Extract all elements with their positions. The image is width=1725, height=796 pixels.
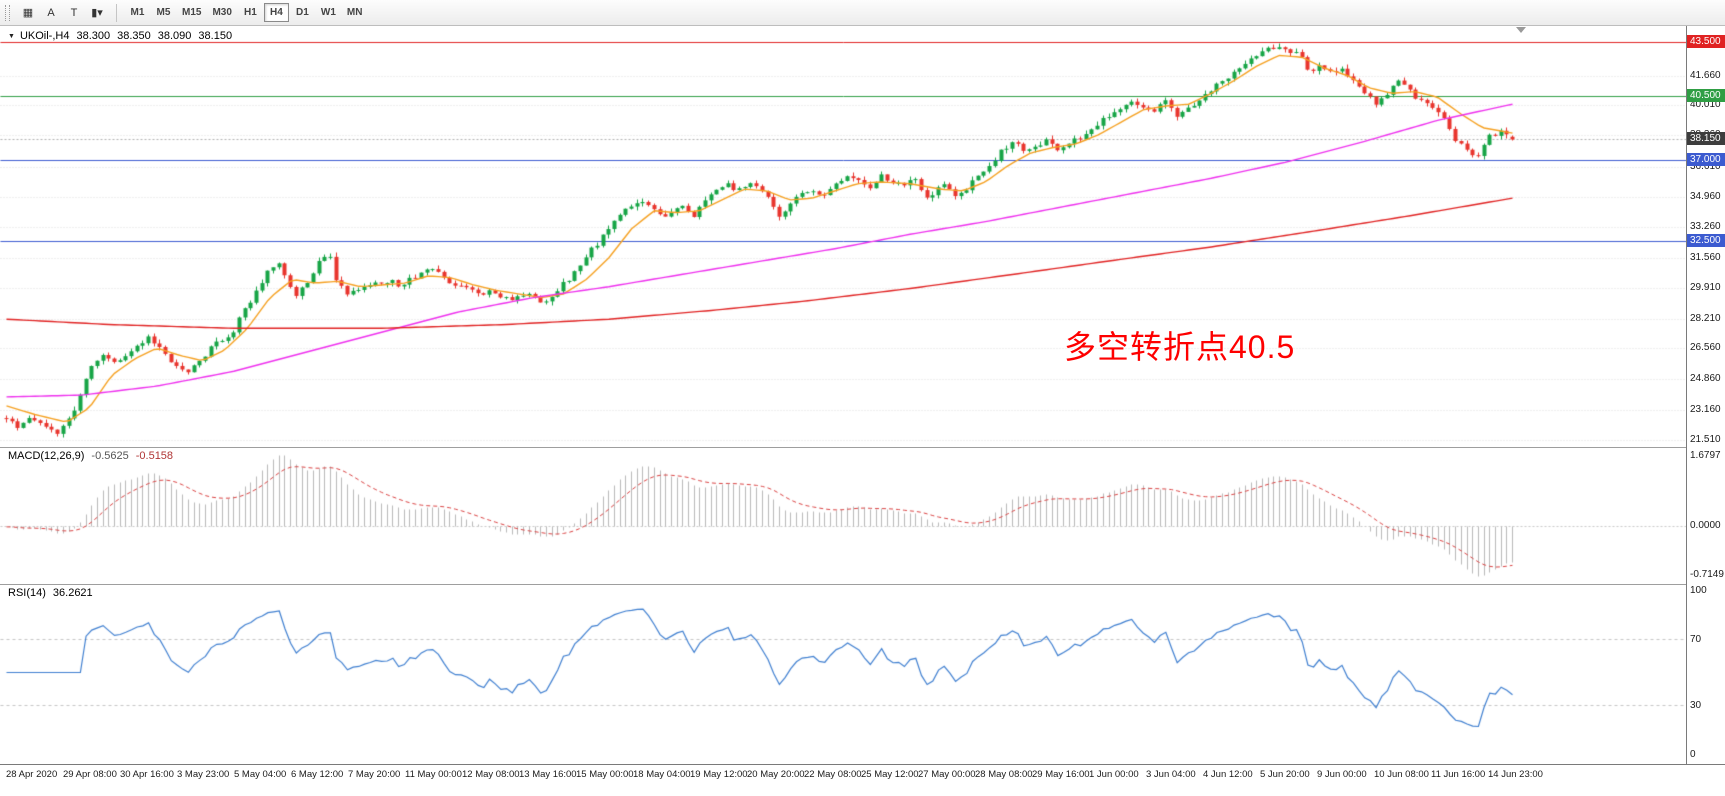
time-axis-label: 5 May 04:00	[234, 769, 287, 780]
candles-dropdown-icon: ▮▾	[91, 7, 103, 19]
price-tick-label: 33.260	[1690, 221, 1721, 233]
time-axis-label: 4 Jun 12:00	[1203, 769, 1253, 780]
rsi-name: RSI(14)	[8, 587, 46, 599]
time-axis-label: 5 Jun 20:00	[1260, 769, 1310, 780]
timeframe-h1-button[interactable]: H1	[238, 3, 263, 22]
time-axis-label: 13 May 16:00	[519, 769, 577, 780]
time-axis-label: 29 Apr 08:00	[63, 769, 117, 780]
price-tick-label: 29.910	[1690, 281, 1721, 293]
time-axis-label: 18 May 04:00	[633, 769, 691, 780]
timeframe-d1-button[interactable]: D1	[290, 3, 315, 22]
toolbar-buttons: ▦ A T ▮▾	[17, 3, 108, 23]
price-chart-canvas[interactable]	[0, 26, 1686, 447]
timeframe-w1-button[interactable]: W1	[316, 3, 341, 22]
price-level-badge: 40.500	[1687, 89, 1725, 103]
close-value: 38.150	[198, 30, 233, 42]
toolbar-separator	[116, 3, 117, 22]
rsi-axis-label: 70	[1690, 634, 1702, 646]
time-axis-label: 3 Jun 04:00	[1146, 769, 1196, 780]
price-tick-label: 36.610	[1690, 160, 1721, 172]
price-level-badge: 32.500	[1687, 234, 1725, 248]
current-price-badge: 38.150	[1687, 131, 1725, 145]
cursor-button[interactable]: A	[40, 3, 62, 23]
time-axis-label: 12 May 08:00	[462, 769, 520, 780]
price-tick-label: 34.960	[1690, 190, 1721, 202]
low-value: 38.090	[157, 30, 192, 42]
letter-t-icon: T	[70, 6, 78, 19]
timeframe-toolbar: M1 M5 M15 M30 H1 H4 D1 W1 MN	[125, 3, 367, 22]
rsi-panel-separator[interactable]	[0, 584, 1725, 585]
time-axis-label: 22 May 08:00	[804, 769, 862, 780]
price-tick-label: 41.660	[1690, 69, 1721, 81]
symbol-name: UKOil-,H4	[19, 30, 70, 42]
text-tool-button[interactable]: T	[63, 3, 85, 23]
price-tick-label: 40.010	[1690, 99, 1721, 111]
rsi-panel-canvas[interactable]	[0, 584, 1686, 764]
time-axis-label: 9 Jun 00:00	[1317, 769, 1367, 780]
chart-style-button[interactable]: ▮▾	[86, 3, 108, 23]
timeframe-m1-button[interactable]: M1	[125, 3, 150, 22]
time-axis-label: 28 Apr 2020	[6, 769, 58, 780]
time-axis-label: 7 May 20:00	[348, 769, 401, 780]
macd-panel-separator[interactable]	[0, 447, 1725, 448]
open-value: 38.300	[76, 30, 111, 42]
time-axis-label: 27 May 00:00	[918, 769, 976, 780]
macd-signal-value: -0.5158	[135, 450, 174, 462]
timeframe-h4-button[interactable]: H4	[263, 3, 289, 22]
new-chart-button[interactable]: ▦	[17, 3, 39, 23]
time-axis-label: 11 May 00:00	[405, 769, 462, 780]
timeframe-m30-button[interactable]: M30	[207, 3, 236, 22]
time-axis-label: 10 Jun 08:00	[1374, 769, 1429, 780]
time-axis-label: 11 Jun 16:00	[1431, 769, 1486, 780]
time-axis-label: 1 Jun 00:00	[1089, 769, 1139, 780]
time-axis-label: 19 May 12:00	[690, 769, 748, 780]
timeframe-mn-button[interactable]: MN	[342, 3, 368, 22]
time-axis-label: 3 May 23:00	[177, 769, 230, 780]
rsi-indicator-label: RSI(14) 36.2621	[8, 587, 93, 599]
macd-axis-label: 1.6797	[1690, 450, 1721, 461]
time-axis-label: 14 Jun 23:00	[1488, 769, 1543, 780]
macd-axis-label: -0.7149	[1690, 569, 1724, 580]
rsi-axis-label: 0	[1690, 749, 1696, 760]
macd-name: MACD(12,26,9)	[8, 450, 85, 462]
price-tick-label: 21.510	[1690, 433, 1721, 445]
toolbar: ▦ A T ▮▾ M1 M5 M15 M30 H1 H4 D1 W1 MN	[0, 0, 1725, 26]
time-axis[interactable]: 28 Apr 2020 29 Apr 08:00 30 Apr 16:00 3 May…	[0, 764, 1725, 796]
toolbar-drag-handle[interactable]	[5, 4, 10, 21]
price-tick-label: 24.860	[1690, 373, 1721, 385]
price-tick-label: 26.560	[1690, 342, 1721, 354]
macd-axis-label: 0.0000	[1690, 520, 1721, 531]
letter-a-icon: A	[47, 6, 55, 19]
time-axis-label: 30 Apr 16:00	[120, 769, 174, 780]
timeframe-m5-button[interactable]: M5	[151, 3, 176, 22]
rsi-axis-label: 30	[1690, 699, 1702, 711]
chart-annotation-text: 多空转折点40.5	[1064, 329, 1296, 365]
price-level-badge: 43.500	[1687, 35, 1725, 49]
price-level-badge: 37.000	[1687, 152, 1725, 166]
time-axis-label: 20 May 20:00	[747, 769, 805, 780]
macd-main-value: -0.5625	[91, 450, 129, 462]
chart-shift-marker[interactable]	[1516, 27, 1526, 33]
high-value: 38.350	[117, 30, 151, 42]
time-axis-label: 15 May 00:00	[576, 769, 634, 780]
time-axis-label: 6 May 12:00	[291, 769, 344, 780]
price-axis[interactable]: 41.66040.01038.36036.61034.96033.26031.5…	[1686, 26, 1725, 764]
time-axis-label: 28 May 08:00	[975, 769, 1033, 780]
symbol-dropdown-icon[interactable]: ▼	[8, 32, 15, 40]
timeframe-m15-button[interactable]: M15	[177, 3, 206, 22]
price-tick-label: 28.210	[1690, 312, 1721, 324]
rsi-current-value: 36.2621	[52, 587, 93, 599]
chart-grid-icon: ▦	[22, 7, 34, 19]
time-axis-label: 25 May 12:00	[861, 769, 919, 780]
macd-indicator-label: MACD(12,26,9) -0.5625 -0.5158	[8, 450, 173, 462]
price-tick-label: 31.560	[1690, 252, 1721, 263]
time-axis-label: 29 May 16:00	[1032, 769, 1090, 780]
rsi-axis-label: 100	[1690, 585, 1707, 596]
chart-window: ▼ UKOil-,H4 38.300 38.350 38.090 38.150 …	[0, 26, 1725, 796]
macd-panel-canvas[interactable]	[0, 447, 1686, 584]
price-tick-label: 23.160	[1690, 403, 1721, 415]
symbol-ohlc-line: ▼ UKOil-,H4 38.300 38.350 38.090 38.150	[8, 30, 232, 42]
